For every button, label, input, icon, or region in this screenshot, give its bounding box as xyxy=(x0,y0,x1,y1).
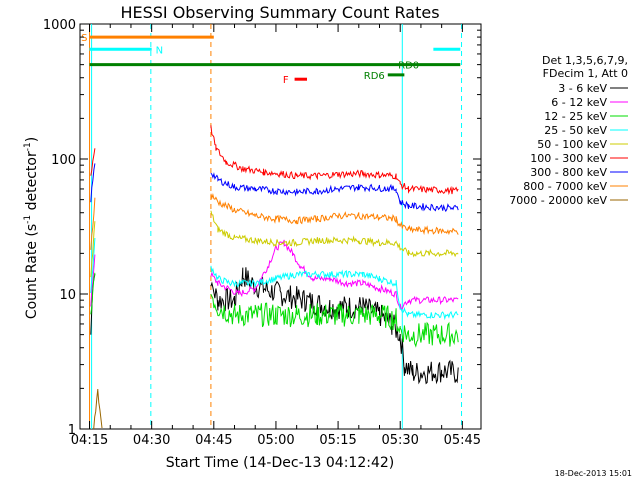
flag-label: RD6 xyxy=(364,71,385,82)
series-lines xyxy=(90,125,459,430)
legend-entry-label: 300 - 800 keV xyxy=(530,166,607,179)
y-axis-label: Count Rate (s-1 detector-1) xyxy=(23,137,40,319)
x-tick-label: 04:45 xyxy=(195,433,232,448)
x-tick-label: 05:00 xyxy=(257,433,294,448)
legend-header: FDecim 1, Att 0 xyxy=(543,67,628,80)
series-line xyxy=(90,267,459,385)
series-line xyxy=(90,239,459,311)
series-line xyxy=(90,237,459,321)
legend-header: Det 1,3,5,6,7,9, xyxy=(542,54,628,67)
x-tick-label: 05:45 xyxy=(444,433,481,448)
x-tick-label: 04:15 xyxy=(71,433,108,448)
x-tick-label: 04:30 xyxy=(133,433,170,448)
status-flags: S N F RD0 RD6 xyxy=(81,33,461,86)
x-tick-label: 05:15 xyxy=(319,433,356,448)
series-line xyxy=(90,272,459,348)
flag-label: S xyxy=(81,33,87,44)
y-tick-label: 1000 xyxy=(43,18,76,33)
legend-entry-label: 6 - 12 keV xyxy=(551,96,607,109)
y-label-sup1: -1 xyxy=(23,215,33,224)
plot-frame xyxy=(79,23,482,430)
footer-timestamp: 18-Dec-2013 15:01 xyxy=(555,469,632,478)
series-line xyxy=(90,125,459,196)
legend-entry-label: 12 - 25 keV xyxy=(544,110,607,123)
y-label-main: Count Rate (s xyxy=(24,224,40,319)
legend-entry-label: 100 - 300 keV xyxy=(530,152,607,165)
series-line xyxy=(93,388,103,430)
legend-entry-label: 50 - 100 keV xyxy=(537,138,607,151)
legend-entry-label: 800 - 7000 keV xyxy=(523,180,607,193)
legend: Det 1,3,5,6,7,9,FDecim 1, Att 0 3 - 6 keV… xyxy=(509,54,628,207)
axes: 04:15 04:30 04:45 05:00 05:15 05:30 05:45 1 10 10… xyxy=(43,18,481,448)
y-tick-label: 1 xyxy=(68,423,76,438)
legend-entry-label: 25 - 50 keV xyxy=(544,124,607,137)
legend-entry-label: 7000 - 20000 keV xyxy=(509,194,607,207)
x-axis-label: Start Time (14-Dec-13 04:12:42) xyxy=(166,455,394,471)
legend-entry-label: 3 - 6 keV xyxy=(558,82,607,95)
series-line xyxy=(90,163,459,213)
y-label-mid: detector xyxy=(24,151,40,215)
series-line xyxy=(90,193,459,250)
chart-title: HESSI Observing Summary Count Rates xyxy=(120,3,439,22)
flag-label: N xyxy=(156,45,163,56)
flag-label: F xyxy=(283,75,289,86)
y-label-sup2: -1 xyxy=(23,142,33,151)
y-tick-label: 10 xyxy=(59,288,76,303)
flag-label: RD0 xyxy=(398,61,419,72)
y-tick-label: 100 xyxy=(51,153,76,168)
y-label-end: ) xyxy=(24,137,40,142)
series-line xyxy=(90,210,459,278)
x-tick-label: 05:30 xyxy=(381,433,418,448)
